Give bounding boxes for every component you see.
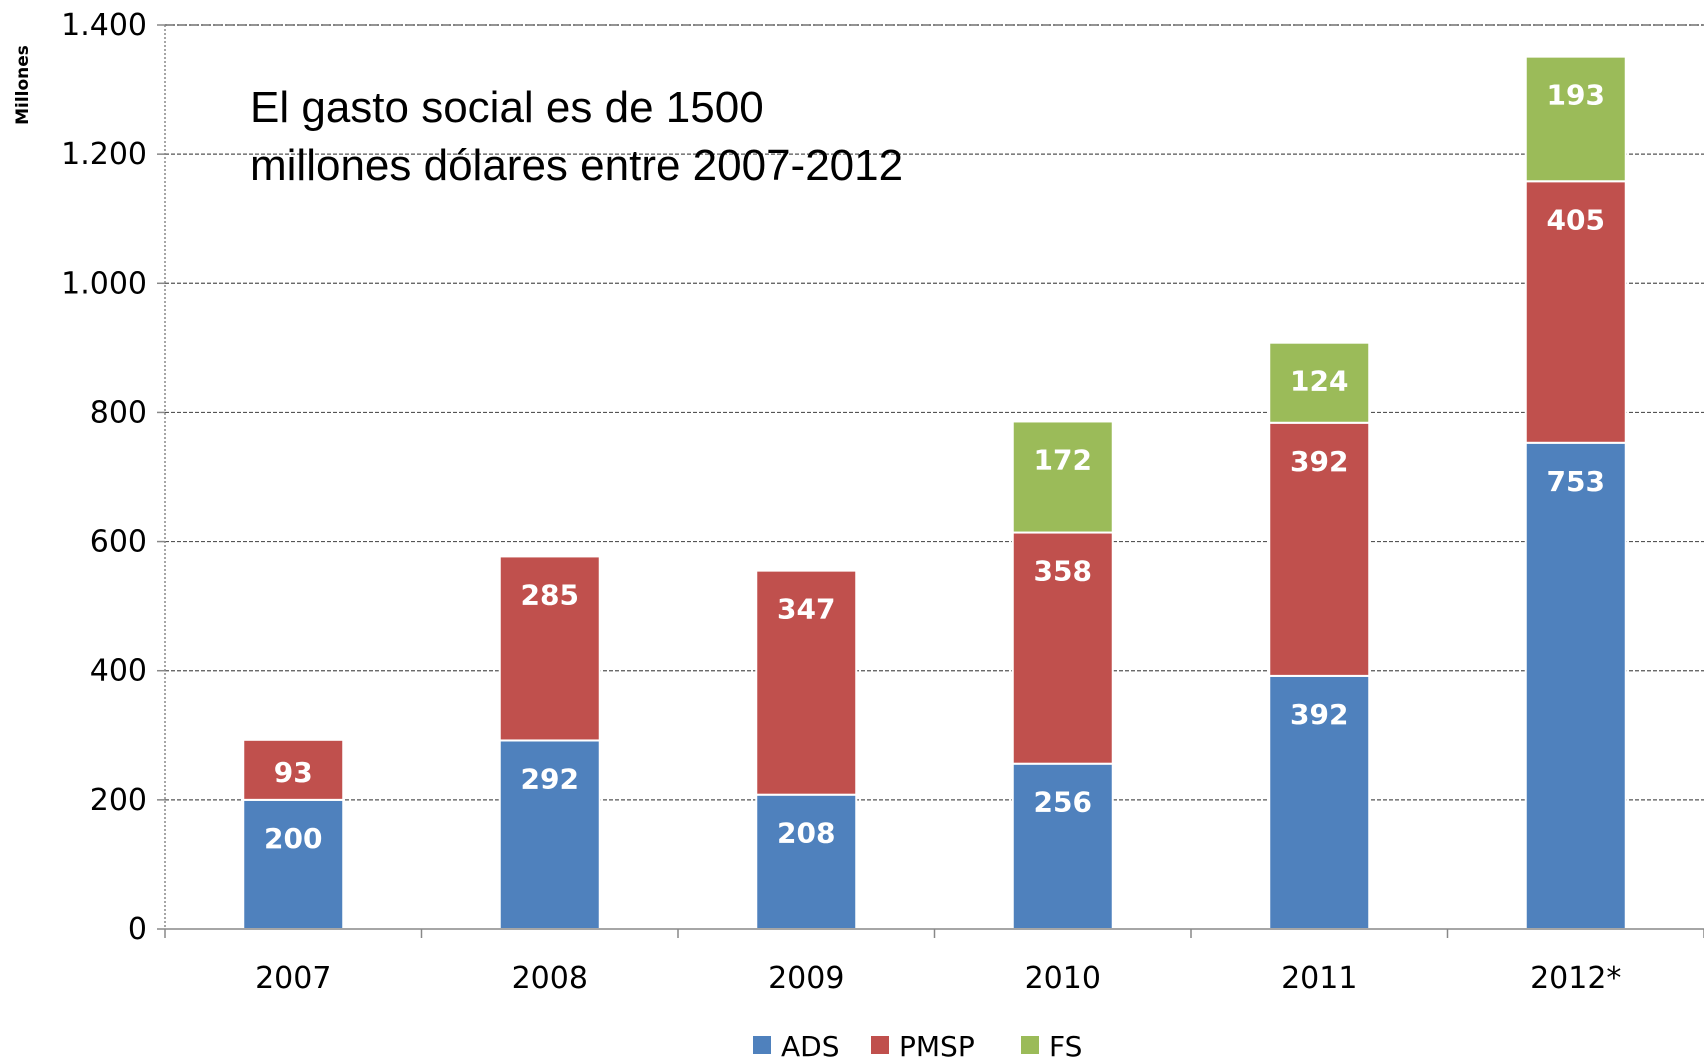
bar-pmsp-2012*: [1524, 180, 1627, 444]
bar-fs-2011: [1268, 341, 1371, 424]
data-label-ads-2008: 292: [521, 762, 579, 795]
legend-label-fs: FS: [1049, 1030, 1082, 1061]
data-label-fs-2010: 172: [1034, 443, 1092, 476]
bars: [242, 55, 1627, 930]
bar-ads-2008: [498, 739, 601, 930]
data-label-ads-2009: 208: [777, 817, 835, 850]
legend: ADS PMSP FS: [753, 1030, 1082, 1061]
bar-pmsp-2008: [498, 555, 601, 742]
y-tick-label: 1.000: [61, 266, 147, 301]
data-label-fs-2012*: 193: [1547, 79, 1605, 112]
data-labels: 200 93 292 285 208 347 256 358 172 392 392 124 753 40…: [264, 79, 1605, 855]
legend-swatch-ads: [753, 1036, 771, 1054]
y-tick-label: 600: [90, 525, 147, 560]
x-tick-label: 2012*: [1530, 961, 1621, 996]
x-tick-label: 2010: [1025, 961, 1101, 996]
data-label-pmsp-2011: 392: [1290, 445, 1348, 478]
annotation-line-2: millones dólares entre 2007-2012: [250, 141, 903, 190]
bar-pmsp-2007: [242, 738, 345, 801]
legend-label-ads: ADS: [781, 1030, 840, 1061]
y-tick-label: 800: [90, 395, 147, 430]
bar-ads-2007: [242, 798, 345, 930]
gridlines: [165, 24, 1704, 801]
x-tick-label: 2007: [255, 961, 331, 996]
bar-pmsp-2010: [1011, 531, 1114, 765]
annotation-line-1: El gasto social es de 1500: [250, 83, 764, 132]
x-tick-label: 2009: [768, 961, 844, 996]
x-tick-label: 2011: [1281, 961, 1357, 996]
bar-ads-2012*: [1524, 441, 1627, 930]
bar-ads-2009: [755, 793, 858, 930]
bar-ads-2010: [1011, 762, 1114, 930]
data-label-ads-2007: 200: [264, 822, 322, 855]
data-label-fs-2011: 124: [1290, 365, 1348, 398]
bar-pmsp-2011: [1268, 421, 1371, 677]
x-tick-label: 2008: [512, 961, 588, 996]
y-tick-label: 400: [90, 654, 147, 689]
legend-swatch-fs: [1021, 1036, 1039, 1054]
data-label-ads-2012*: 753: [1547, 465, 1605, 498]
data-label-pmsp-2007: 93: [274, 756, 313, 789]
bar-fs-2012*: [1524, 55, 1627, 183]
bar-fs-2010: [1011, 420, 1114, 534]
data-label-pmsp-2008: 285: [521, 578, 579, 611]
y-tick-label: 200: [90, 783, 147, 818]
legend-label-pmsp: PMSP: [899, 1030, 975, 1061]
data-label-ads-2010: 256: [1034, 786, 1092, 819]
y-tick-label: 1.200: [61, 137, 147, 172]
bar-pmsp-2009: [755, 569, 858, 796]
data-label-pmsp-2010: 358: [1034, 555, 1092, 588]
data-label-ads-2011: 392: [1290, 698, 1348, 731]
data-label-pmsp-2012*: 405: [1547, 203, 1605, 236]
legend-swatch-pmsp: [871, 1036, 889, 1054]
data-label-pmsp-2009: 347: [777, 593, 835, 626]
y-axis-label: Millones: [13, 45, 33, 125]
y-tick-label: 0: [128, 912, 147, 947]
y-tick-label: 1.400: [61, 8, 147, 43]
